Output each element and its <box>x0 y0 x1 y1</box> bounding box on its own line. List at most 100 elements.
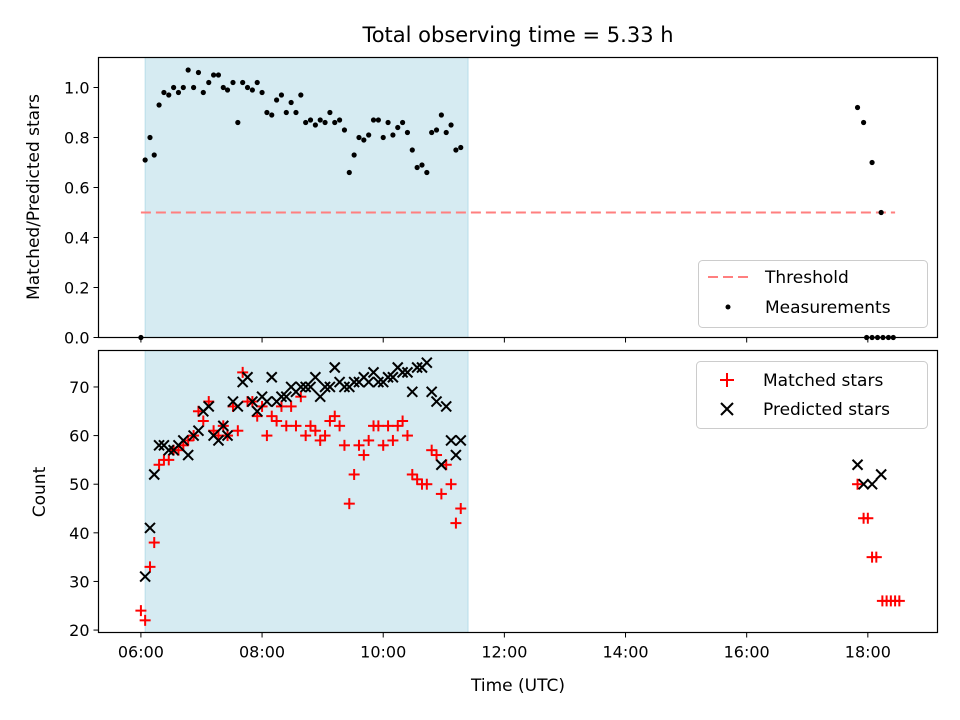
matched-star-point <box>411 473 423 485</box>
measurement-point <box>303 119 309 126</box>
predicted-star-point <box>421 356 433 369</box>
predicted-star-point <box>857 478 870 490</box>
measurement-point <box>356 134 362 141</box>
predicted-star-point <box>139 570 151 583</box>
legend-matched-swatch <box>720 373 734 387</box>
predicted-star-point <box>299 381 312 393</box>
measurement-point <box>244 84 251 91</box>
y-tick-label: 70 <box>69 378 89 397</box>
matched-star-point <box>319 430 331 442</box>
y-tick-label: 60 <box>69 427 89 446</box>
predicted-star-point <box>372 376 385 388</box>
measurement-point <box>860 119 867 126</box>
measurement-point <box>278 92 285 98</box>
x-tick-label: 12:00 <box>481 643 527 662</box>
measurement-point <box>220 84 226 91</box>
measurement-point <box>448 122 454 128</box>
matched-star-point <box>893 595 905 607</box>
matched-star-point <box>392 420 404 432</box>
x-tick-label: 08:00 <box>239 643 285 662</box>
matched-star-point <box>372 420 384 432</box>
measurement-point <box>142 157 148 163</box>
predicted-star-point <box>217 420 229 432</box>
predicted-star-point <box>232 400 244 413</box>
predicted-star-point <box>367 366 380 379</box>
matched-star-point <box>285 400 297 412</box>
matched-star-point <box>338 439 350 451</box>
measurement-point <box>224 87 231 93</box>
measurement-point <box>298 92 304 98</box>
measurement-point <box>327 109 333 116</box>
matched-star-point <box>431 449 443 461</box>
measurement-point <box>147 134 153 141</box>
matched-star-point <box>305 420 317 432</box>
legend-threshold-label: Threshold <box>764 268 849 288</box>
predicted-star-point <box>450 449 462 461</box>
x-tick-label: 14:00 <box>602 643 648 662</box>
y-tick-label: 0.4 <box>64 229 89 248</box>
measurement-point <box>429 129 435 136</box>
measurement-point <box>433 127 440 133</box>
measurement-point <box>307 117 314 123</box>
measurement-point <box>346 169 352 176</box>
x-tick-label: 10:00 <box>360 643 406 662</box>
matched-star-point <box>314 434 326 446</box>
matched-star-point <box>300 430 312 442</box>
legend-measurements-swatch <box>725 304 731 310</box>
measurement-point <box>191 84 197 91</box>
measurement-point <box>312 122 318 128</box>
measurement-point <box>399 119 406 126</box>
measurement-point <box>385 119 391 126</box>
legend-matched-label: Matched stars <box>763 371 883 391</box>
predicted-star-point <box>221 429 234 442</box>
y-tick-label: 30 <box>69 572 89 591</box>
y-tick-label: 40 <box>69 524 89 543</box>
measurement-point <box>161 89 167 96</box>
measurement-point <box>443 129 449 136</box>
y-tick-label: 0.0 <box>64 329 89 348</box>
x-tick-label: 16:00 <box>724 643 770 662</box>
x-tick-label: 06:00 <box>118 643 164 662</box>
matched-star-point <box>280 420 292 432</box>
measurement-point <box>370 117 377 123</box>
matched-star-point <box>153 459 165 471</box>
predicted-star-point <box>851 459 864 471</box>
predicted-star-point <box>440 400 452 413</box>
predicted-star-point <box>435 459 448 471</box>
measurement-point <box>404 129 411 136</box>
measurement-point <box>230 79 236 86</box>
matched-star-point <box>450 517 462 529</box>
measurement-point <box>171 84 177 91</box>
predicted-star-point <box>148 468 160 481</box>
measurement-point <box>336 117 343 123</box>
measurement-point <box>293 109 299 116</box>
measurement-point <box>180 84 186 91</box>
matched-star-point <box>290 420 302 432</box>
top-panel-y-ticks: 0.0 0.2 0.4 0.6 0.8 1.0 <box>64 79 99 348</box>
measurement-point <box>151 152 157 158</box>
y-tick-label: 0.8 <box>64 129 89 148</box>
matched-star-point <box>135 605 147 617</box>
top-panel-title: Total observing time = 5.33 h <box>361 23 673 47</box>
predicted-star-point <box>411 361 423 374</box>
top-panel-frame <box>97 56 939 339</box>
matched-star-point <box>406 468 418 480</box>
measurement-point <box>317 117 323 123</box>
measurement-point <box>254 79 260 86</box>
matched-star-point <box>397 415 409 427</box>
predicted-star-point <box>177 434 190 447</box>
measurement-point <box>269 112 275 118</box>
matched-star-point <box>232 425 244 437</box>
predicted-star-point <box>280 390 292 403</box>
predicted-star-point <box>212 434 225 447</box>
predicted-star-point <box>251 405 263 417</box>
predicted-star-point <box>425 386 438 398</box>
matched-star-point <box>334 420 346 432</box>
legend-predicted-label: Predicted stars <box>763 400 890 420</box>
measurement-point <box>249 87 255 93</box>
predicted-star-point <box>401 366 414 379</box>
matched-star-point <box>455 503 467 515</box>
predicted-star-point <box>396 366 409 379</box>
measurement-point <box>438 112 444 118</box>
